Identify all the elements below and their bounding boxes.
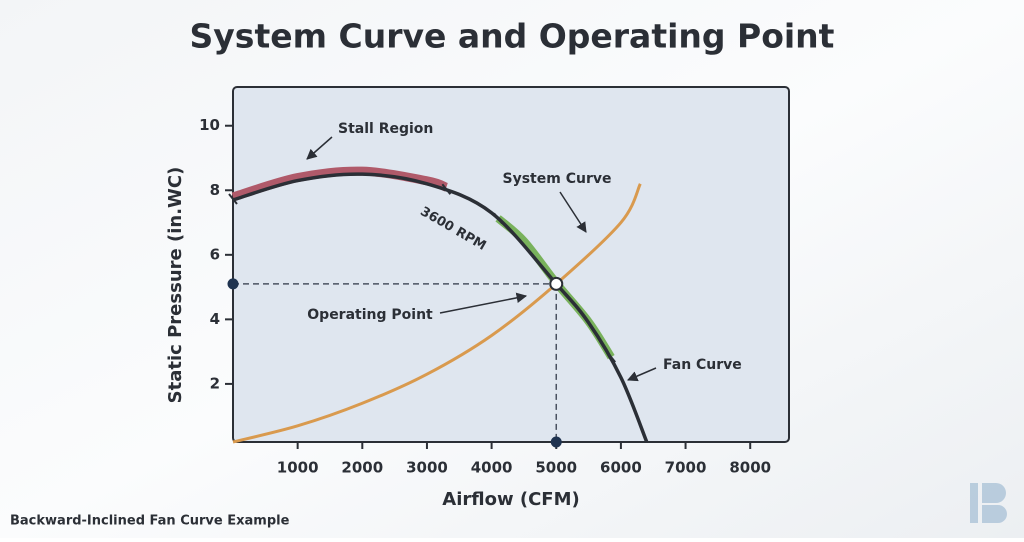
y-tick-label: 10	[199, 116, 220, 134]
segment-cap	[441, 183, 452, 195]
chart-title: System Curve and Operating Point	[190, 17, 835, 56]
axis-dot	[550, 436, 562, 448]
annotation: Fan Curve	[663, 357, 742, 373]
series-line	[232, 183, 642, 444]
y-tick-label: 4	[210, 310, 220, 328]
logo	[970, 483, 1007, 523]
y-tick-label: 2	[210, 374, 220, 392]
y-tick-label: 8	[210, 181, 220, 199]
annotation: Stall Region	[338, 121, 433, 137]
axis-dot	[227, 278, 239, 290]
x-tick-label: 4000	[471, 459, 513, 477]
annotation-arrow	[439, 292, 528, 314]
series-line	[232, 172, 649, 443]
segment-cap	[606, 351, 616, 363]
x-axis-label: Airflow (CFM)	[442, 489, 579, 510]
x-tick-label: 7000	[665, 459, 707, 477]
footer: Backward-Inclined Fan Curve Example	[10, 514, 290, 529]
y-tick-label: 6	[210, 245, 220, 263]
annotation-arrow	[559, 191, 587, 233]
x-tick-label: 6000	[600, 459, 642, 477]
x-tick-label: 3000	[406, 459, 448, 477]
y-axis-label: Static Pressure (in.WC)	[165, 167, 186, 404]
operating-point	[549, 276, 564, 291]
x-tick-label: 1000	[277, 459, 319, 477]
series-line	[231, 166, 449, 202]
plot-area	[232, 86, 790, 443]
annotation: Operating Point	[307, 307, 433, 323]
annotation: System Curve	[503, 171, 612, 187]
x-tick-label: 2000	[341, 459, 383, 477]
segment-cap	[228, 193, 238, 205]
annotation-arrow	[627, 367, 657, 382]
annotation-arrow	[306, 136, 333, 160]
x-tick-label: 8000	[729, 459, 771, 477]
segment-cap	[493, 212, 503, 224]
x-tick-label: 5000	[535, 459, 577, 477]
